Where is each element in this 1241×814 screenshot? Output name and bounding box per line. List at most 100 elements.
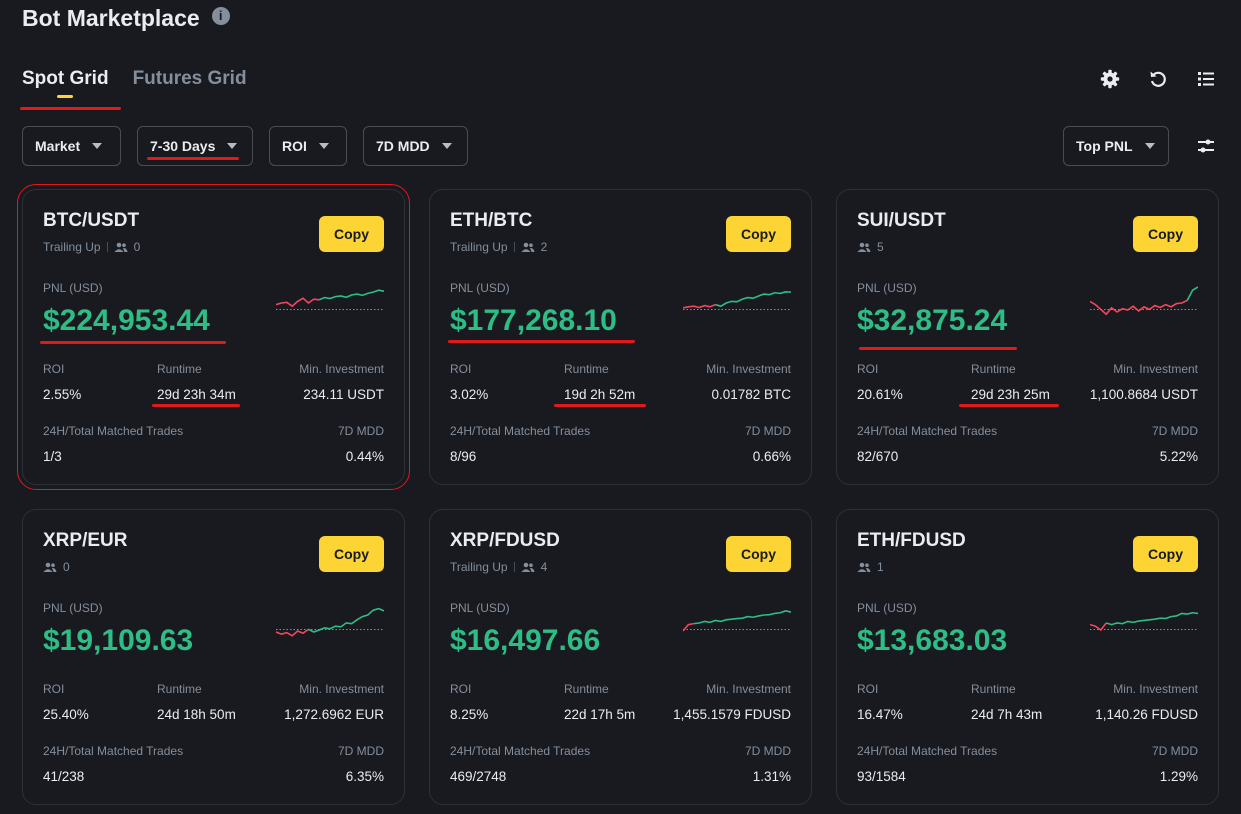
info-icon[interactable]: i [211, 6, 230, 25]
sparkline-positive-segment [1105, 611, 1198, 626]
trading-pair: ETH/BTC [450, 210, 533, 231]
copy-button[interactable]: Copy [726, 536, 791, 572]
mdd-value: 0.66% [752, 449, 791, 464]
filter-bar: Market 7-30 Days ROI 7D MDD [22, 126, 468, 166]
roi-stat: ROI 8.25% [450, 682, 488, 722]
roi-label: ROI [857, 362, 879, 376]
matched-trades-value: 93/1584 [857, 769, 906, 784]
min-investment-label: Min. Investment [1113, 362, 1198, 376]
stats-row: ROI 3.02% Runtime 19d 2h 52m Min. Investme… [450, 362, 791, 402]
sparkline-negative-segment [1090, 622, 1107, 632]
sparkline-positive-segment [318, 289, 384, 301]
sparkline-negative-segment [276, 297, 320, 308]
sparkline-negative-segment [683, 303, 716, 309]
runtime-stat: Runtime 22d 17h 5m [564, 682, 635, 722]
bot-card[interactable]: ETH/FDUSD 1 Copy PNL (USD) $13,683.03 RO… [836, 509, 1219, 805]
stats-row: ROI 2.55% Runtime 29d 23h 34m Min. Investm… [43, 362, 384, 402]
bot-card-grid: BTC/USDT Trailing Up 0 Copy PNL (USD) $2… [17, 184, 1219, 805]
mdd-label: 7D MDD [744, 424, 791, 438]
stats-row: ROI 8.25% Runtime 22d 17h 5m Min. Investme… [450, 682, 791, 722]
pnl-label: PNL (USD) [857, 281, 917, 295]
matched-trades-value: 82/670 [857, 449, 899, 464]
min-investment-label: Min. Investment [1113, 682, 1198, 696]
pnl-value: $16,497.66 [450, 624, 601, 657]
market-filter[interactable]: Market [22, 126, 121, 166]
tab-futures-grid[interactable]: Futures Grid [133, 68, 247, 100]
roi-value: 20.61% [857, 387, 903, 402]
bot-card[interactable]: ETH/BTC Trailing Up 2 Copy PNL (USD) $17… [429, 189, 812, 485]
bot-meta: Trailing Up 2 [450, 240, 791, 254]
bot-meta: 5 [857, 240, 1198, 254]
users-icon [521, 242, 535, 252]
strategy-label: Trailing Up [450, 240, 508, 254]
sort-select[interactable]: Top PNL [1063, 126, 1169, 166]
pnl-sparkline [1090, 286, 1198, 316]
annotation-underline [554, 404, 646, 407]
mdd-stat: 7D MDD 1.29% [1152, 744, 1198, 784]
copy-button[interactable]: Copy [726, 216, 791, 252]
roi-label: ROI [450, 362, 472, 376]
min-investment-value: 1,140.26 FDUSD [1095, 707, 1198, 722]
tab-label: Futures Grid [132, 68, 247, 89]
runtime-label: Runtime [564, 362, 609, 376]
copy-button[interactable]: Copy [1133, 216, 1198, 252]
mdd-filter[interactable]: 7D MDD [363, 126, 468, 166]
stats-row: 24H/Total Matched Trades 1/3 7D MDD 0.44% [43, 424, 384, 464]
pnl-value: $19,109.63 [43, 624, 194, 657]
stats-row: 24H/Total Matched Trades 8/96 7D MDD 0.66% [450, 424, 791, 464]
matched-trades-stat: 24H/Total Matched Trades 93/1584 [857, 744, 997, 784]
roi-stat: ROI 2.55% [43, 362, 81, 402]
copy-button[interactable]: Copy [319, 536, 384, 572]
min-investment-label: Min. Investment [706, 362, 791, 376]
gear-icon[interactable] [1099, 68, 1121, 90]
sliders-icon[interactable] [1195, 135, 1217, 157]
runtime-label: Runtime [564, 682, 609, 696]
roi-stat: ROI 3.02% [450, 362, 488, 402]
pnl-sparkline [276, 607, 384, 637]
caret-down-icon [1144, 143, 1155, 149]
pnl-label: PNL (USD) [43, 601, 103, 615]
runtime-value: 22d 17h 5m [564, 707, 636, 722]
bot-card[interactable]: SUI/USDT 5 Copy PNL (USD) $32,875.24 ROI… [836, 189, 1219, 485]
meta-divider [513, 562, 515, 572]
matched-trades-value: 8/96 [450, 449, 477, 464]
mdd-label: 7D MDD [1151, 424, 1198, 438]
bot-card[interactable]: XRP/EUR 0 Copy PNL (USD) $19,109.63 ROI 2… [22, 509, 405, 805]
annotation-underline [152, 404, 240, 407]
tab-bar: Spot Grid Futures Grid [22, 68, 247, 100]
runtime-stat: Runtime 24d 7h 43m [971, 682, 1042, 722]
refresh-icon[interactable] [1147, 68, 1169, 90]
mdd-stat: 7D MDD 1.31% [745, 744, 791, 784]
strategy-label: Trailing Up [450, 560, 508, 574]
copy-button[interactable]: Copy [319, 216, 384, 252]
matched-trades-value: 469/2748 [450, 769, 507, 784]
mdd-value: 0.44% [345, 449, 384, 464]
matched-trades-stat: 24H/Total Matched Trades 8/96 [450, 424, 590, 464]
mdd-value: 1.31% [752, 769, 791, 784]
copier-count: 0 [63, 560, 70, 574]
min-investment-stat: Min. Investment 1,140.26 FDUSD [1095, 682, 1198, 722]
tab-spot-grid[interactable]: Spot Grid [22, 68, 109, 100]
roi-filter[interactable]: ROI [269, 126, 347, 166]
runtime-filter[interactable]: 7-30 Days [137, 126, 253, 166]
stats-row: 24H/Total Matched Trades 82/670 7D MDD 5.2… [857, 424, 1198, 464]
bot-card[interactable]: XRP/FDUSD Trailing Up 4 Copy PNL (USD) $… [429, 509, 812, 805]
pnl-label: PNL (USD) [450, 601, 510, 615]
roi-value: 2.55% [43, 387, 82, 402]
page-title-text: Bot Marketplace [22, 5, 200, 31]
list-icon[interactable] [1195, 68, 1217, 90]
min-investment-value: 1,455.1579 FDUSD [673, 707, 791, 722]
matched-trades-stat: 24H/Total Matched Trades 41/238 [43, 744, 183, 784]
matched-trades-label: 24H/Total Matched Trades [43, 744, 184, 758]
matched-trades-label: 24H/Total Matched Trades [450, 424, 591, 438]
mdd-label: 7D MDD [744, 744, 791, 758]
bot-card[interactable]: BTC/USDT Trailing Up 0 Copy PNL (USD) $2… [17, 184, 410, 490]
runtime-value: 24d 18h 50m [157, 707, 236, 722]
copy-button[interactable]: Copy [1133, 536, 1198, 572]
bot-meta: 0 [43, 560, 384, 574]
roi-value: 8.25% [450, 707, 489, 722]
toolbar-icons [1099, 68, 1217, 90]
min-investment-label: Min. Investment [299, 682, 384, 696]
runtime-stat: Runtime 29d 23h 34m [157, 362, 236, 402]
runtime-value: 29d 23h 25m [971, 387, 1050, 402]
